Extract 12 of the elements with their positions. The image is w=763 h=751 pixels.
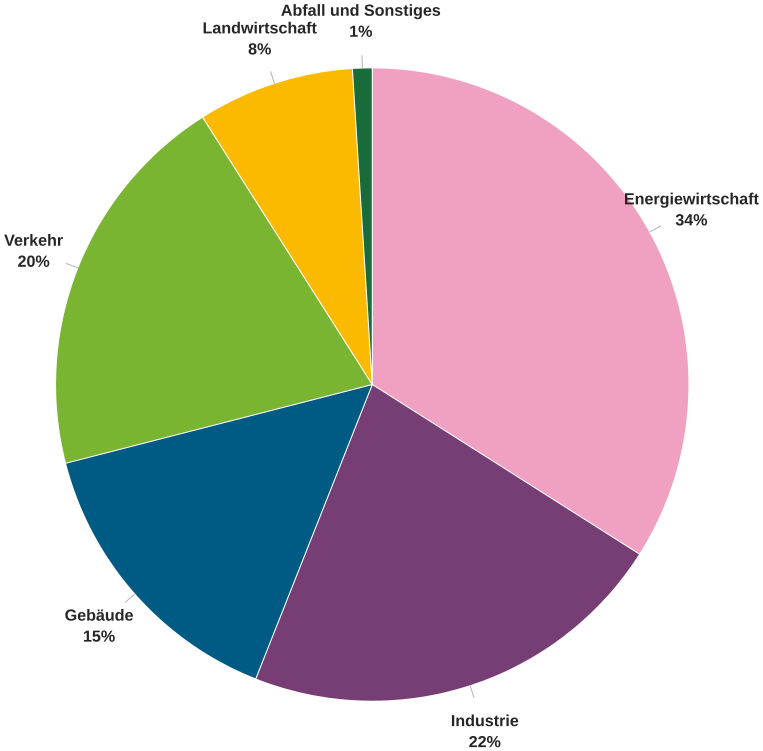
slice-label: Abfall und Sonstiges (281, 4, 440, 19)
slice-label: Energiewirtschaft (624, 192, 759, 208)
data-label: 8% (248, 42, 271, 54)
slice-label: Verkehr (4, 234, 63, 246)
data-label: 22% (469, 736, 500, 748)
slice-label: Gebäude (65, 608, 133, 621)
data-label: 1% (350, 25, 372, 37)
slice-label: Landwirtschaft (204, 22, 317, 34)
slice-label: Industrie (452, 714, 518, 726)
data-label: 15% (84, 630, 115, 642)
data-label: 34% (676, 214, 708, 226)
data-label: 20% (18, 255, 50, 267)
